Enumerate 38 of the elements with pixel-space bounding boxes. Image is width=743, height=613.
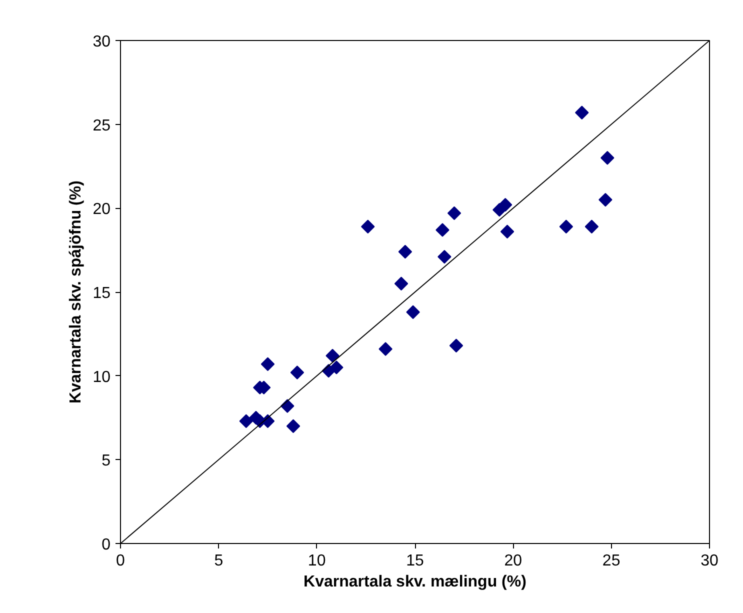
point xyxy=(378,342,392,356)
point xyxy=(406,305,420,319)
x-tick-label: 30 xyxy=(700,552,718,570)
point xyxy=(598,192,612,207)
point xyxy=(447,206,462,220)
y-tick-label: 25 xyxy=(92,117,111,134)
x-tick-label: 0 xyxy=(116,552,126,570)
point xyxy=(449,338,464,353)
x-tick-label: 25 xyxy=(602,552,620,570)
point xyxy=(575,106,589,120)
point xyxy=(498,198,512,212)
y-axis-title: Kvarnartala skv. spájöfnu (%) xyxy=(68,180,85,404)
y-tick-label: 5 xyxy=(102,452,111,470)
point xyxy=(330,360,344,374)
point xyxy=(436,223,450,237)
point xyxy=(286,419,300,433)
x-tick-label: 5 xyxy=(214,552,224,570)
point xyxy=(559,220,574,234)
y-tick-label: 15 xyxy=(92,285,111,302)
x-tick-label: 15 xyxy=(406,552,424,570)
point xyxy=(361,220,375,234)
point xyxy=(239,414,254,428)
point xyxy=(600,151,614,165)
point xyxy=(290,366,304,380)
point xyxy=(584,220,599,234)
y-tick-label: 30 xyxy=(92,34,111,50)
point xyxy=(394,276,408,290)
point xyxy=(398,244,412,259)
x-tick-label: 10 xyxy=(308,552,326,570)
point xyxy=(326,348,340,363)
y-tick-label: 0 xyxy=(102,536,111,554)
point xyxy=(438,250,452,264)
x-axis-title: Kvarnartala skv. mælingu (%) xyxy=(304,574,526,590)
x-tick-label: 20 xyxy=(504,552,522,570)
y-tick-label: 10 xyxy=(92,368,111,386)
y-tick-label: 20 xyxy=(92,201,111,218)
point xyxy=(260,357,275,371)
point xyxy=(500,224,514,239)
